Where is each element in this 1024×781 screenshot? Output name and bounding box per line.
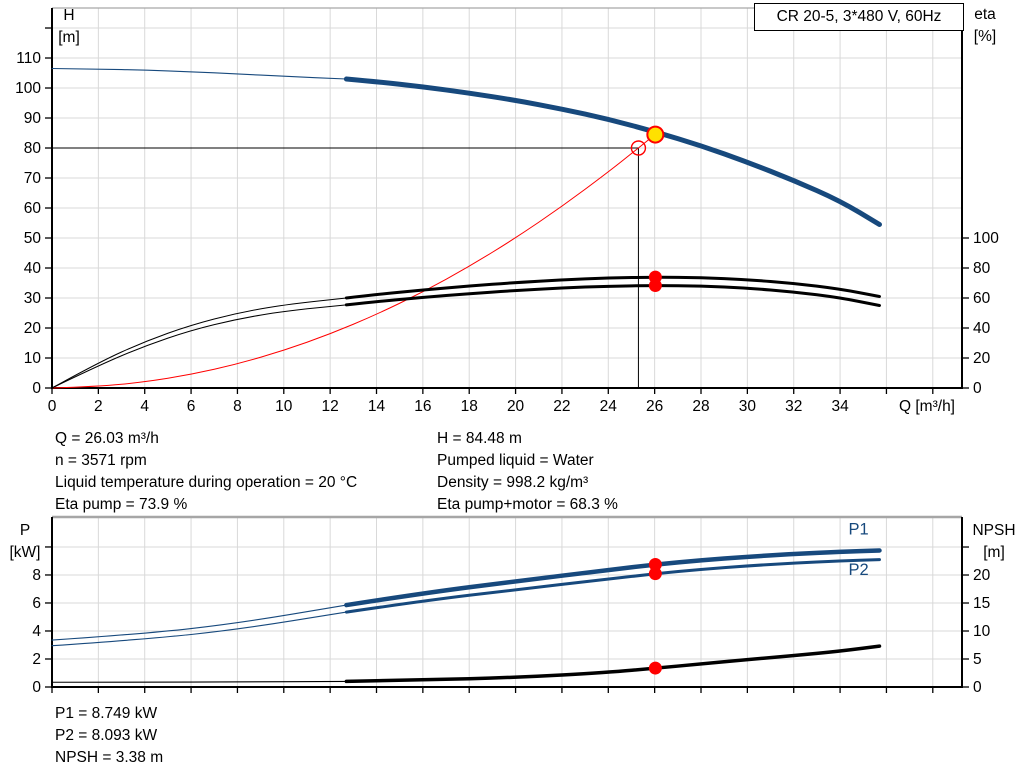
duty-annotations-right: H = 84.48 m Pumped liquid = Water Densit… xyxy=(437,428,618,516)
annotation-p1: P1 = 8.749 kW xyxy=(55,705,158,722)
eta-pump-motor-curve-extended xyxy=(51,304,347,389)
tick-label-y-left: 20 xyxy=(24,320,42,337)
tick-label-y-right: 60 xyxy=(973,290,991,307)
annotation-density: Density = 998.2 kg/m³ xyxy=(437,474,589,491)
tick-label-y-right: 80 xyxy=(973,260,991,277)
tick-label-y-left: 8 xyxy=(32,567,41,584)
tick-label-y-left: 110 xyxy=(16,50,41,67)
flow-axis-unit-label: Q [m³/h] xyxy=(899,398,955,415)
tick-label-x: 28 xyxy=(692,398,709,415)
tick-label-y-right: 20 xyxy=(973,350,991,367)
npsh-axis-unit: [m] xyxy=(983,544,1005,561)
annotation-liquid-temperature: Liquid temperature during operation = 20… xyxy=(55,474,358,491)
duty-point xyxy=(646,125,665,144)
npsh-axis-symbol: NPSH xyxy=(972,522,1016,539)
head-curve-rated xyxy=(343,76,882,228)
annotation-npsh: NPSH = 3.38 m xyxy=(55,749,164,766)
head-axis-label: H [m] xyxy=(46,5,92,49)
p2-point xyxy=(648,567,662,581)
head-curve-extended xyxy=(51,67,347,80)
tick-label-y-left: 40 xyxy=(24,260,42,277)
tick-label-y-right: 40 xyxy=(973,320,991,337)
head-efficiency-chart: 0 2 4 6 8 10 12 14 16 18 20 22 24 26 28 30 32 34010203040… xyxy=(15,7,999,415)
tick-label-x: 20 xyxy=(507,398,525,415)
tick-label-x: 30 xyxy=(739,398,757,415)
tick-label-y-left: 0 xyxy=(32,380,41,397)
p2-curve-label: P2 xyxy=(849,561,869,579)
eta-axis-unit: [%] xyxy=(973,28,997,45)
pump-title-box: CR 20-5, 3*480 V, 60Hz xyxy=(754,3,964,31)
p1-curve-rated xyxy=(344,548,882,608)
annotation-eta-pump: Eta pump = 73.9 % xyxy=(55,496,188,513)
annotation-head: H = 84.48 m xyxy=(437,430,522,447)
eta-pump-curve-extended xyxy=(51,297,347,389)
duty-annotations-left: Q = 26.03 m³/h n = 3571 rpm Liquid tempe… xyxy=(55,428,357,516)
tick-label-y-left: 2 xyxy=(32,651,41,668)
tick-label-y-right: 20 xyxy=(973,567,991,584)
npsh-curve-extended xyxy=(51,680,347,683)
p1-curve-label: P1 xyxy=(849,520,869,538)
tick-label-y-right: 5 xyxy=(973,651,982,668)
annotation-speed: n = 3571 rpm xyxy=(55,452,147,469)
p2-curve-rated xyxy=(344,558,881,614)
power-annotations: P1 = 8.749 kW P2 = 8.093 kW NPSH = 3.38 … xyxy=(55,703,163,769)
tick-label-y-left: 90 xyxy=(24,110,42,127)
tick-label-x: 14 xyxy=(368,398,386,415)
tick-label-y-left: 0 xyxy=(32,679,41,696)
tick-label-x: 4 xyxy=(140,398,149,415)
eta-pump-motor-curve-rated xyxy=(344,284,881,307)
tick-label-x: 0 xyxy=(48,398,57,415)
eta-axis-symbol: eta xyxy=(974,6,996,23)
power-axis-symbol: P xyxy=(19,522,31,539)
tick-label-x: 24 xyxy=(600,398,618,415)
eta-pump-curve-rated xyxy=(344,275,881,300)
tick-label-y-left: 30 xyxy=(24,290,42,307)
tick-label-x: 2 xyxy=(94,398,103,415)
tick-label-y-left: 4 xyxy=(32,623,41,640)
tick-label-y-right: 10 xyxy=(973,623,991,640)
tick-label-x: 6 xyxy=(187,398,196,415)
head-axis-unit: [m] xyxy=(58,29,80,46)
annotation-flow: Q = 26.03 m³/h xyxy=(55,430,159,447)
annotation-eta-pump-motor: Eta pump+motor = 68.3 % xyxy=(437,496,618,513)
tick-label-x: 22 xyxy=(553,398,570,415)
power-axis-label: P [kW] xyxy=(0,520,50,564)
tick-label-y-left: 50 xyxy=(24,230,42,247)
annotation-pumped-liquid: Pumped liquid = Water xyxy=(437,452,594,469)
tick-label-y-right: 0 xyxy=(973,679,982,696)
power-axis-unit: [kW] xyxy=(9,544,41,561)
p1-point xyxy=(648,557,662,571)
tick-label-y-left: 10 xyxy=(24,350,42,367)
power-npsh-chart: P1 P2 0 2 4 6 8 0 5 10 15 20 xyxy=(32,515,991,696)
tick-label-y-left: 6 xyxy=(32,595,41,612)
p1-curve-extended xyxy=(51,604,347,641)
tick-label-x: 26 xyxy=(646,398,663,415)
tick-label-x: 18 xyxy=(461,398,478,415)
eta-axis-label: eta [%] xyxy=(958,4,1012,48)
tick-label-y-right: 100 xyxy=(973,230,999,247)
tick-label-y-left: 80 xyxy=(24,140,42,157)
tick-label-x: 16 xyxy=(414,398,431,415)
tick-label-y-right: 0 xyxy=(973,380,982,397)
tick-label-x: 34 xyxy=(831,398,849,415)
tick-label-x: 32 xyxy=(785,398,802,415)
tick-label-y-left: 100 xyxy=(15,80,41,97)
npsh-point xyxy=(648,661,662,675)
tick-label-x: 12 xyxy=(322,398,339,415)
eta-pump-motor-point xyxy=(648,279,662,293)
tick-label-y-left: 60 xyxy=(24,200,42,217)
tick-label-x: 10 xyxy=(275,398,293,415)
head-axis-symbol: H xyxy=(63,7,75,24)
tick-label-y-left: 70 xyxy=(24,170,42,187)
tick-label-y-right: 15 xyxy=(973,595,990,612)
annotation-p2: P2 = 8.093 kW xyxy=(55,727,158,744)
p2-curve-extended xyxy=(51,611,347,647)
npsh-curve-rated xyxy=(344,644,882,684)
pump-title: CR 20-5, 3*480 V, 60Hz xyxy=(776,8,942,25)
npsh-axis-label: NPSH [m] xyxy=(964,520,1024,564)
tick-label-x: 8 xyxy=(233,398,242,415)
system-curve xyxy=(51,133,656,389)
requested-duty-point xyxy=(630,140,647,156)
